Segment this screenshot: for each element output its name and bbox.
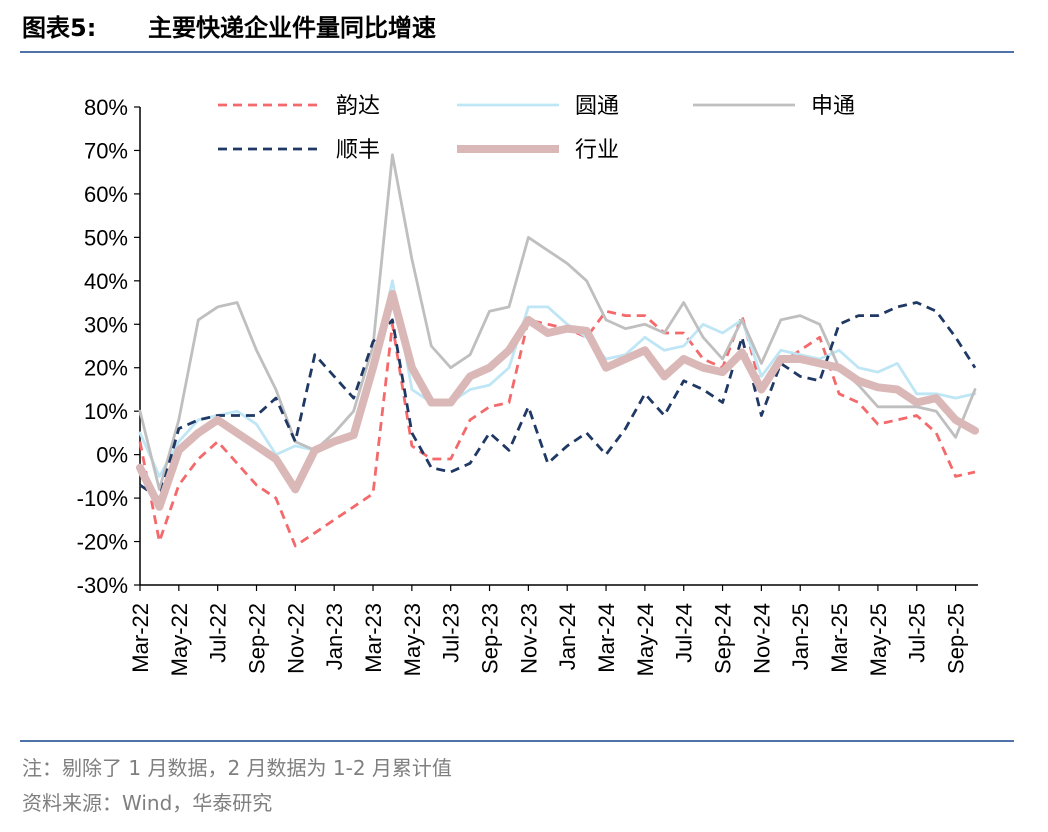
- y-tick-label: -10%: [77, 486, 128, 511]
- y-tick-label: -30%: [77, 573, 128, 598]
- x-tick-label: May-25: [866, 603, 891, 676]
- y-tick-label: 40%: [84, 269, 128, 294]
- x-tick-label: Sep-22: [245, 603, 270, 674]
- y-tick-label: 30%: [84, 312, 128, 337]
- legend-label: 圆通: [575, 94, 619, 119]
- x-tick-label: Jul-23: [439, 603, 464, 663]
- x-tick-label: Mar-25: [827, 603, 852, 673]
- x-tick-label: Nov-24: [749, 603, 774, 674]
- x-tick-label: May-22: [167, 603, 192, 676]
- source: 资料来源：Wind，华泰研究: [22, 791, 272, 815]
- y-tick-label: 0%: [96, 443, 128, 468]
- figure-label: 图表5:: [22, 14, 96, 42]
- legend-label: 顺丰: [336, 138, 380, 163]
- x-tick-label: Sep-25: [944, 603, 969, 674]
- x-tick-label: Mar-22: [128, 603, 153, 673]
- series-line: [139, 301, 977, 500]
- y-tick-label: 10%: [84, 399, 128, 424]
- y-tick-label: 60%: [84, 182, 128, 207]
- x-tick-label: Mar-24: [594, 603, 619, 673]
- series-line: [138, 309, 976, 548]
- x-tick-label: Jul-25: [905, 603, 930, 663]
- series-line: [136, 289, 979, 511]
- legend-label: 韵达: [336, 94, 380, 119]
- y-tick-label: 20%: [84, 356, 128, 381]
- x-tick-label: Nov-22: [283, 603, 308, 674]
- x-tick-label: Jan-24: [555, 603, 580, 670]
- series-line: [138, 279, 977, 478]
- x-tick-label: Sep-23: [478, 603, 503, 674]
- series-line: [138, 153, 977, 491]
- y-tick-label: 70%: [84, 138, 128, 163]
- y-tick-label: 50%: [84, 225, 128, 250]
- y-tick-label: 80%: [84, 95, 128, 120]
- x-tick-label: Jul-22: [206, 603, 231, 663]
- x-tick-label: Mar-23: [361, 603, 386, 673]
- chart-title: 主要快递企业件量同比增速: [148, 14, 436, 42]
- x-tick-label: May-23: [400, 603, 425, 676]
- x-tick-label: May-24: [633, 603, 658, 676]
- legend-label: 行业: [575, 138, 619, 163]
- legend-label: 申通: [811, 94, 855, 119]
- y-tick-label: -20%: [77, 530, 128, 555]
- x-tick-label: Jan-25: [788, 603, 813, 670]
- note: 注：剔除了 1 月数据，2 月数据为 1-2 月累计值: [22, 756, 452, 780]
- x-tick-label: Jan-23: [322, 603, 347, 670]
- x-tick-label: Jul-24: [672, 603, 697, 663]
- x-tick-label: Sep-24: [711, 603, 736, 674]
- x-tick-label: Nov-23: [516, 603, 541, 674]
